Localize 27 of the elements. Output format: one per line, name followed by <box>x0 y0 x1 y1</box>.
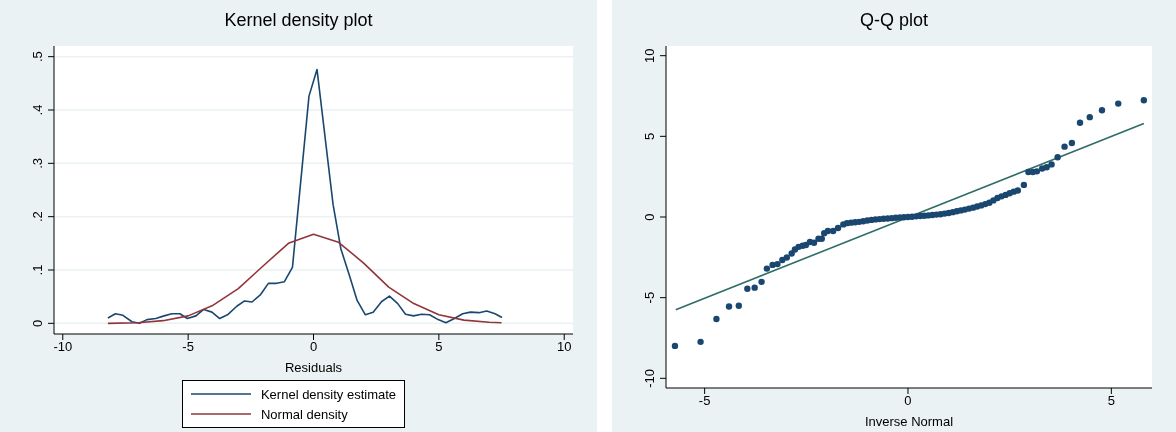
x-tick-label: -5 <box>182 339 194 355</box>
x-tick-label: 0 <box>309 339 318 355</box>
x-axis-title: Inverse Normal <box>864 414 954 429</box>
x-axis-title: Residuals <box>284 360 343 375</box>
legend-label: Normal density <box>260 406 348 422</box>
y-tick-label: .4 <box>30 104 45 116</box>
y-tick-label: .2 <box>30 211 45 223</box>
y-tick-label: .5 <box>30 51 45 63</box>
x-tick-label: 5 <box>435 339 443 355</box>
y-tick-label: 10 <box>642 48 657 63</box>
x-tick-label: -10 <box>53 339 73 355</box>
chart-title: Kernel density plot <box>223 9 374 32</box>
line-series <box>107 68 503 325</box>
y-tick-label: .1 <box>30 264 45 276</box>
y-tick-label: -10 <box>642 368 657 388</box>
y-tick-label: 5 <box>642 132 657 140</box>
legend-label: Kernel density estimate <box>260 386 397 402</box>
y-tick-label: .3 <box>30 157 45 169</box>
line-series <box>107 233 503 325</box>
x-tick-label: -5 <box>698 393 711 409</box>
y-tick-label: 0 <box>642 213 657 221</box>
chart-title: Q-Q plot <box>859 9 929 32</box>
y-tick-label: -5 <box>642 291 657 304</box>
x-tick-label: 10 <box>556 339 572 355</box>
x-tick-label: 5 <box>1107 393 1115 409</box>
y-tick-label: 0 <box>30 319 45 327</box>
x-tick-label: 0 <box>904 393 912 409</box>
